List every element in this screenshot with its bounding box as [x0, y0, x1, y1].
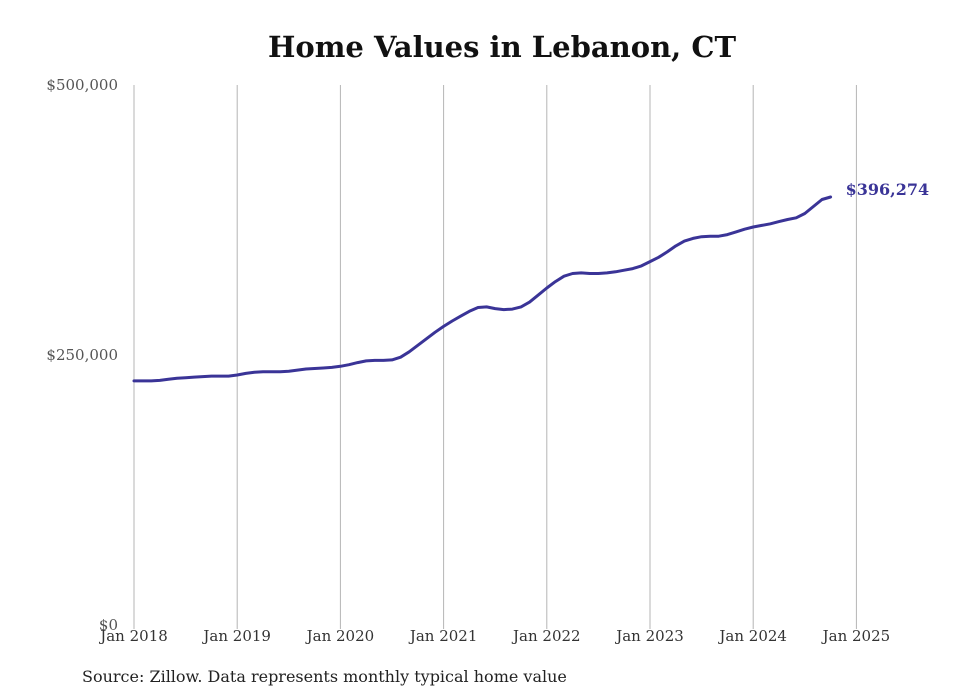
x-tick-label: Jan 2018 [98, 627, 168, 645]
x-tick-label: Jan 2019 [201, 627, 271, 645]
grid-lines [133, 85, 857, 629]
y-tick-label: $500,000 [46, 76, 118, 94]
series-line [132, 195, 833, 383]
x-tick-label: Jan 2025 [821, 627, 891, 645]
x-tick-label: Jan 2024 [717, 627, 787, 645]
end-value-label: $396,274 [846, 180, 930, 199]
y-tick-label: $250,000 [46, 346, 118, 364]
y-tick-label: $0 [99, 616, 118, 634]
source-note: Source: Zillow. Data represents monthly … [82, 667, 567, 686]
x-tick-label: Jan 2020 [305, 627, 375, 645]
x-tick-label: Jan 2022 [511, 627, 581, 645]
series-layer [132, 195, 833, 383]
y-axis-ticks: $0 $250,000 $500,000 [46, 76, 118, 634]
chart-title: Home Values in Lebanon, CT [267, 30, 737, 64]
x-axis-ticks: Jan 2018 Jan 2019 Jan 2020 Jan 2021 Jan 2022… [98, 627, 890, 645]
x-tick-label: Jan 2021 [408, 627, 478, 645]
x-tick-label: Jan 2023 [614, 627, 684, 645]
